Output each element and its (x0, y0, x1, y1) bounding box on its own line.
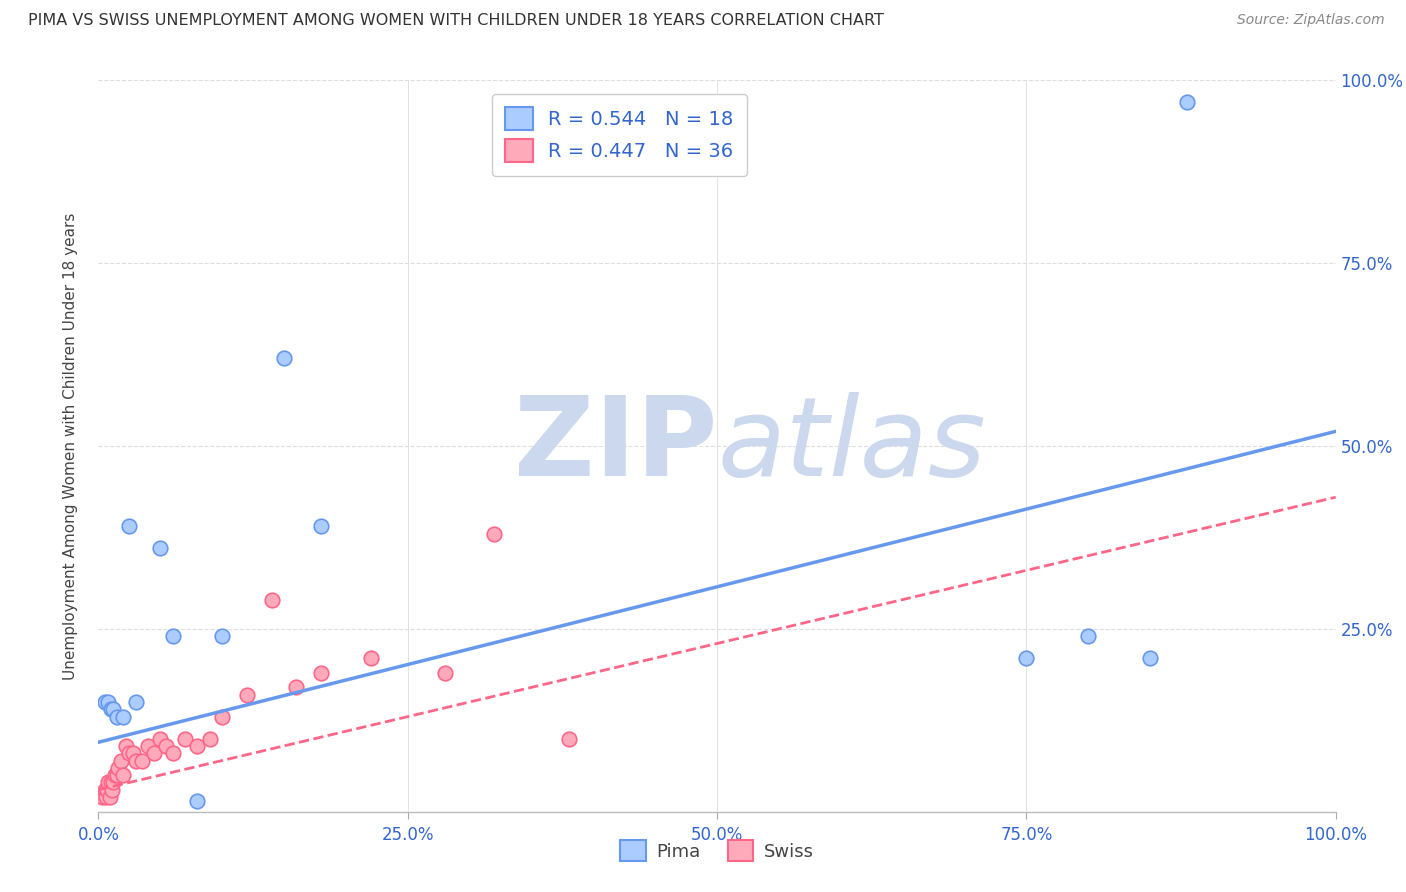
Point (131, 754, 153, 768)
Point (94, 790, 117, 805)
Point (112, 709, 135, 723)
Point (105, 768, 128, 782)
Point (360, 651, 382, 665)
Legend: Pima, Swiss: Pima, Swiss (613, 833, 821, 869)
Point (91, 790, 114, 805)
Point (186, 794, 208, 808)
Point (103, 775, 125, 789)
Point (118, 519, 141, 533)
Point (93, 782, 115, 797)
Point (211, 629, 233, 643)
Point (110, 754, 132, 768)
Point (1077, 629, 1099, 643)
Point (124, 695, 146, 709)
Point (93, 695, 115, 709)
Point (155, 739, 177, 753)
Point (101, 782, 124, 797)
Point (143, 746, 166, 760)
Point (105, 709, 128, 723)
Point (1175, 95, 1198, 110)
Point (1139, 651, 1161, 665)
Point (96, 782, 118, 797)
Point (236, 688, 259, 702)
Point (186, 739, 208, 753)
Point (285, 681, 308, 695)
Point (557, 731, 579, 746)
Point (100, 775, 122, 789)
Point (162, 746, 184, 760)
Point (103, 768, 125, 782)
Point (260, 592, 283, 607)
Text: atlas: atlas (717, 392, 986, 500)
Point (97, 695, 120, 709)
Point (112, 768, 135, 782)
Y-axis label: Unemployment Among Women with Children Under 18 years: Unemployment Among Women with Children U… (63, 212, 77, 680)
Point (107, 761, 129, 775)
Point (1015, 651, 1038, 665)
Point (100, 702, 122, 716)
Point (124, 754, 146, 768)
Point (136, 739, 159, 753)
Point (198, 731, 221, 746)
Point (309, 519, 332, 533)
Point (98, 790, 121, 805)
Text: PIMA VS SWISS UNEMPLOYMENT AMONG WOMEN WITH CHILDREN UNDER 18 YEARS CORRELATION : PIMA VS SWISS UNEMPLOYMENT AMONG WOMEN W… (28, 13, 884, 29)
Point (484, 526, 506, 541)
Point (103, 702, 125, 716)
Point (162, 629, 184, 643)
Point (114, 739, 136, 753)
Point (118, 746, 141, 760)
Point (433, 665, 456, 680)
Text: Source: ZipAtlas.com: Source: ZipAtlas.com (1237, 13, 1385, 28)
Point (149, 541, 172, 556)
Point (273, 351, 295, 366)
Point (122, 746, 145, 760)
Point (309, 665, 332, 680)
Point (174, 731, 197, 746)
Text: ZIP: ZIP (513, 392, 717, 500)
Point (211, 709, 233, 723)
Point (97, 775, 120, 789)
Point (149, 731, 172, 746)
